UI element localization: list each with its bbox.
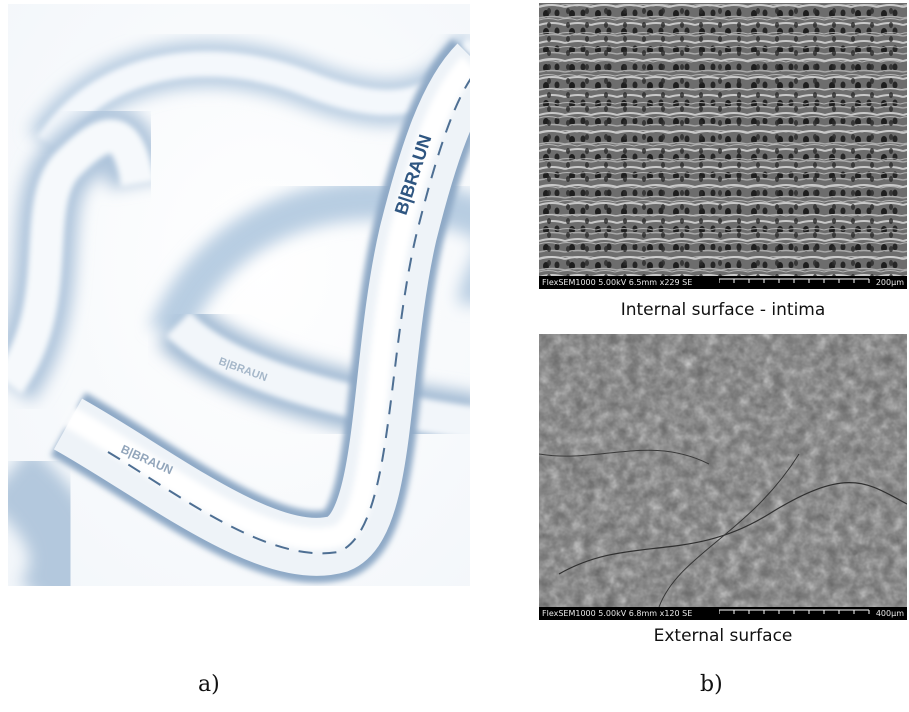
panel-label-a: a)	[198, 672, 220, 697]
tubing-image: B|BRAUN B|BRAUN B|BRAUN	[8, 4, 470, 586]
porous-surface-texture	[539, 3, 907, 276]
sem-internal-surface-image: FlexSEM1000 5.00kV 6.5mm x229 SE 200μm	[539, 3, 907, 289]
sem-parameters: FlexSEM1000 5.00kV 6.5mm x229 SE	[542, 278, 693, 287]
graft-tubing-photo: B|BRAUN B|BRAUN B|BRAUN	[8, 4, 470, 586]
scale-label: 400μm	[875, 609, 904, 618]
sem-parameters: FlexSEM1000 5.00kV 6.8mm x120 SE	[542, 609, 693, 618]
caption-internal-surface: Internal surface - intima	[620, 300, 826, 320]
rough-surface-texture	[539, 334, 907, 608]
scale-label: 200μm	[875, 278, 904, 287]
scale-bar-ticks	[719, 278, 870, 283]
scale-bar-ticks	[719, 609, 870, 614]
sem-external-surface-image: FlexSEM1000 5.00kV 6.8mm x120 SE 400μm	[539, 334, 907, 620]
panel-label-b: b)	[700, 672, 723, 697]
sem-info-bar: FlexSEM1000 5.00kV 6.8mm x120 SE 400μm	[539, 607, 907, 620]
sem-info-bar: FlexSEM1000 5.00kV 6.5mm x229 SE 200μm	[539, 276, 907, 289]
caption-external-surface: External surface	[653, 626, 793, 646]
